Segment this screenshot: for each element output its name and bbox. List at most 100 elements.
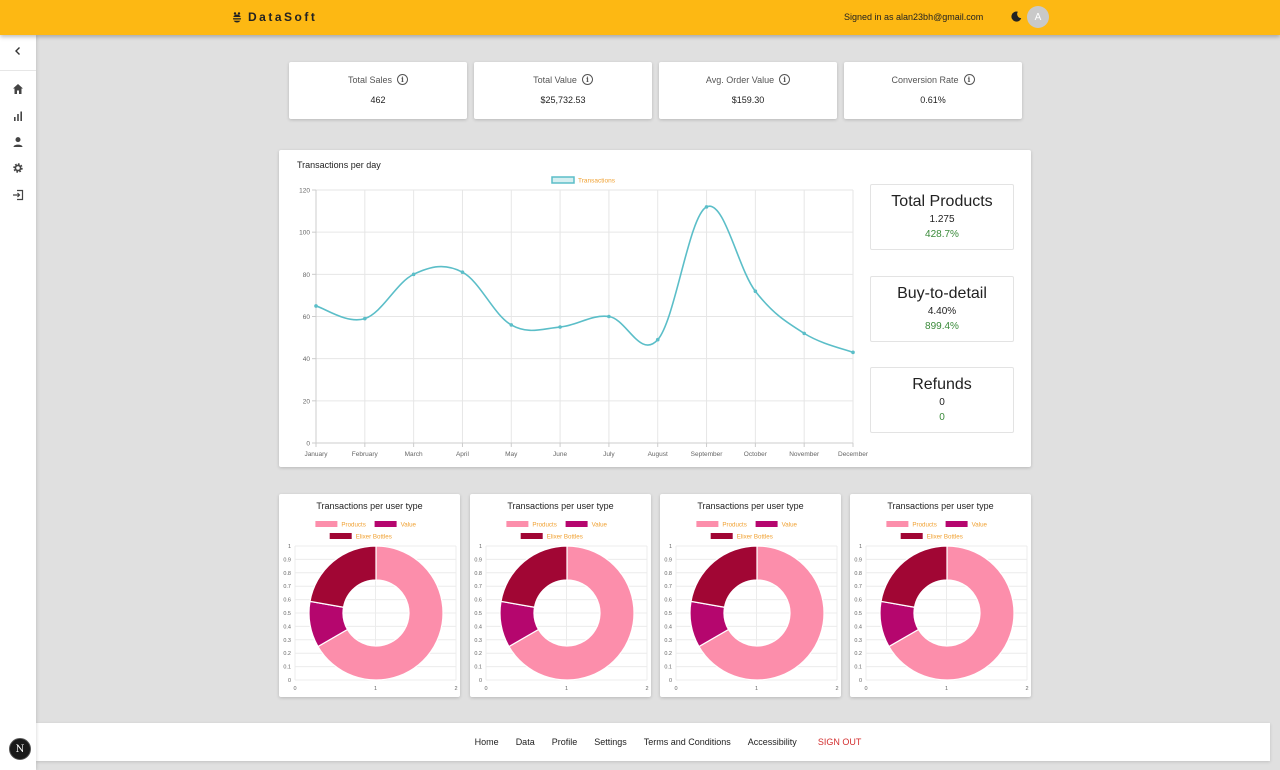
donut-slice[interactable] <box>317 545 444 681</box>
x-tick-label: July <box>603 451 615 458</box>
data-point[interactable] <box>558 325 562 329</box>
y-tick-label: 0.2 <box>854 651 862 657</box>
legend-label[interactable]: Value <box>592 522 608 529</box>
info-icon[interactable]: i <box>779 74 791 85</box>
legend-label[interactable]: Value <box>401 522 417 529</box>
legend-label[interactable]: Value <box>972 522 988 529</box>
legend-label[interactable]: Elixer Bottles <box>356 534 392 541</box>
stat-title: Buy-to-detail <box>897 285 987 302</box>
footer-link-home[interactable]: Home <box>474 737 499 747</box>
y-tick-label: 120 <box>299 188 310 195</box>
data-point[interactable] <box>460 270 465 275</box>
footer-link-settings[interactable]: Settings <box>594 737 627 747</box>
data-point[interactable] <box>802 331 806 336</box>
sidebar-item-home[interactable] <box>11 82 24 95</box>
sign-out-button[interactable]: SIGN OUT <box>817 737 862 747</box>
sidebar-divider <box>0 70 36 71</box>
x-tick-label: April <box>456 451 470 458</box>
legend-swatch[interactable] <box>696 521 719 527</box>
legend-swatch[interactable] <box>315 521 338 527</box>
legend-swatch[interactable] <box>755 521 778 527</box>
donut-chart-title: Transactions per user type <box>316 501 423 511</box>
stat-change: 428.7% <box>925 229 959 240</box>
donut-slice[interactable] <box>508 545 635 681</box>
donut-slice[interactable] <box>690 545 758 608</box>
legend-label[interactable]: Products <box>532 522 556 529</box>
x-tick-label: 1 <box>565 686 568 692</box>
legend-swatch[interactable] <box>886 521 909 527</box>
data-point[interactable] <box>411 272 416 277</box>
brand-name: DataSoft <box>248 10 318 24</box>
legend-swatch[interactable] <box>551 176 575 184</box>
info-icon[interactable]: i <box>581 74 593 85</box>
nextjs-logo-icon[interactable]: N <box>9 738 31 760</box>
donut-slice[interactable] <box>880 545 948 608</box>
info-icon[interactable]: i <box>963 74 975 85</box>
donut-slice[interactable] <box>698 545 825 681</box>
footer-link-accessibility[interactable]: Accessibility <box>747 737 797 747</box>
transactions-line-card: Transactions per day Transactions 0 20 40 60… <box>279 150 1031 467</box>
stat-change: 899.4% <box>925 321 959 332</box>
y-tick-label: 0.3 <box>664 638 672 644</box>
bee-logo-icon <box>233 11 241 22</box>
x-tick-label: June <box>553 451 567 458</box>
chevron-left-icon[interactable] <box>12 45 24 57</box>
footer-link-profile[interactable]: Profile <box>551 737 578 747</box>
y-tick-label: 0.9 <box>283 557 291 563</box>
brand[interactable]: DataSoft <box>232 10 317 24</box>
y-tick-label: 0.3 <box>283 638 291 644</box>
info-icon[interactable]: i <box>397 74 409 85</box>
data-point[interactable] <box>314 304 318 308</box>
data-point[interactable] <box>363 316 367 321</box>
legend-label[interactable]: Products <box>722 522 746 529</box>
footer-link-data[interactable]: Data <box>515 737 535 747</box>
data-point[interactable] <box>509 323 514 327</box>
person-icon <box>13 136 22 147</box>
footer-link-terms[interactable]: Terms and Conditions <box>643 737 731 747</box>
y-tick-label: 1 <box>288 544 291 550</box>
dark-mode-toggle-icon[interactable] <box>1011 11 1022 22</box>
legend-swatch[interactable] <box>329 533 352 539</box>
sidebar-item-analytics[interactable] <box>11 109 24 122</box>
donut-card-3: Transactions per user type Products Value… <box>660 494 841 697</box>
data-point[interactable] <box>704 205 709 209</box>
legend-swatch[interactable] <box>506 521 529 527</box>
legend-label[interactable]: Elixer Bottles <box>927 534 963 541</box>
legend-swatch[interactable] <box>710 533 733 539</box>
legend-swatch[interactable] <box>565 521 588 527</box>
avatar[interactable]: A <box>1027 6 1049 28</box>
user-type-donut-chart: Products Value Elixer Bottles 0 0.1 0.2 0.3 0.4… <box>283 521 458 692</box>
x-tick-label: January <box>304 451 328 458</box>
data-point[interactable] <box>655 337 660 342</box>
donut-slice[interactable] <box>309 545 377 608</box>
y-tick-label: 20 <box>303 398 311 405</box>
sidebar-item-profile[interactable] <box>11 135 24 148</box>
y-tick-label: 0 <box>859 678 862 684</box>
legend-label[interactable]: Products <box>341 522 365 529</box>
y-tick-label: 0.6 <box>664 598 672 604</box>
donut-card-4: Transactions per user type Products Value… <box>850 494 1031 697</box>
legend-label[interactable]: Elixer Bottles <box>547 534 583 541</box>
donut-slice[interactable] <box>888 545 1015 681</box>
sidebar-item-sign-out[interactable] <box>11 188 24 201</box>
donut-slice[interactable] <box>500 545 568 608</box>
legend-swatch[interactable] <box>900 533 923 539</box>
y-tick-label: 0.2 <box>664 651 672 657</box>
signed-in-text: Signed in as alan23bh@gmail.com <box>844 12 984 22</box>
legend-label[interactable]: Products <box>912 522 936 529</box>
legend-swatch[interactable] <box>945 521 968 527</box>
data-point[interactable] <box>851 350 855 355</box>
legend-swatch[interactable] <box>520 533 543 539</box>
legend-label[interactable]: Value <box>782 522 798 529</box>
y-tick-label: 100 <box>299 230 310 237</box>
data-point[interactable] <box>753 289 758 293</box>
legend-label[interactable]: Elixer Bottles <box>737 534 773 541</box>
y-tick-label: 0.1 <box>283 665 291 671</box>
legend-label[interactable]: Transactions <box>578 178 616 185</box>
legend-swatch[interactable] <box>374 521 397 527</box>
y-tick-label: 0.8 <box>664 571 672 577</box>
stat-title: Refunds <box>912 376 972 393</box>
x-tick-label: October <box>744 451 768 458</box>
sidebar-item-settings[interactable] <box>11 161 24 174</box>
data-point[interactable] <box>607 314 611 319</box>
